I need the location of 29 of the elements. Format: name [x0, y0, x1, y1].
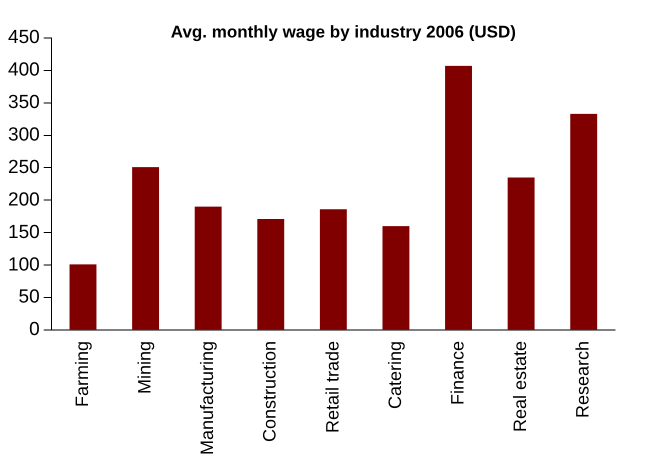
- y-tick-label: 200: [8, 189, 40, 210]
- y-tick-label: 0: [29, 319, 40, 340]
- y-tick-label: 450: [8, 27, 40, 48]
- x-tick-label: Farming: [72, 340, 92, 407]
- y-tick-label: 350: [8, 92, 40, 114]
- y-tick-label: 100: [8, 254, 40, 276]
- bar: [382, 226, 410, 330]
- bar: [570, 114, 598, 330]
- bar: [132, 167, 160, 330]
- bar: [70, 264, 96, 330]
- x-tick-label: Retail trade: [322, 340, 342, 433]
- x-tick-label: Manufacturing: [197, 340, 218, 456]
- x-tick-label: Catering: [384, 340, 405, 409]
- y-tick-label: 300: [8, 124, 40, 146]
- chart-title: Avg. monthly wage by industry 2006 (USD): [170, 22, 516, 42]
- bar: [445, 66, 472, 330]
- bar: [508, 177, 535, 330]
- bar: [320, 209, 347, 330]
- x-tick-label: Real estate: [510, 340, 530, 432]
- y-tick-label: 150: [8, 222, 40, 243]
- x-tick-label: Research: [572, 340, 593, 418]
- bar: [194, 206, 222, 330]
- y-tick-label: 400: [8, 60, 40, 81]
- y-tick-label: 250: [8, 156, 40, 178]
- x-tick-label: Finance: [447, 340, 468, 405]
- x-tick-label: Construction: [260, 340, 280, 442]
- x-tick-label: Mining: [134, 340, 155, 394]
- bar: [257, 219, 284, 330]
- y-tick-label: 50: [18, 286, 40, 308]
